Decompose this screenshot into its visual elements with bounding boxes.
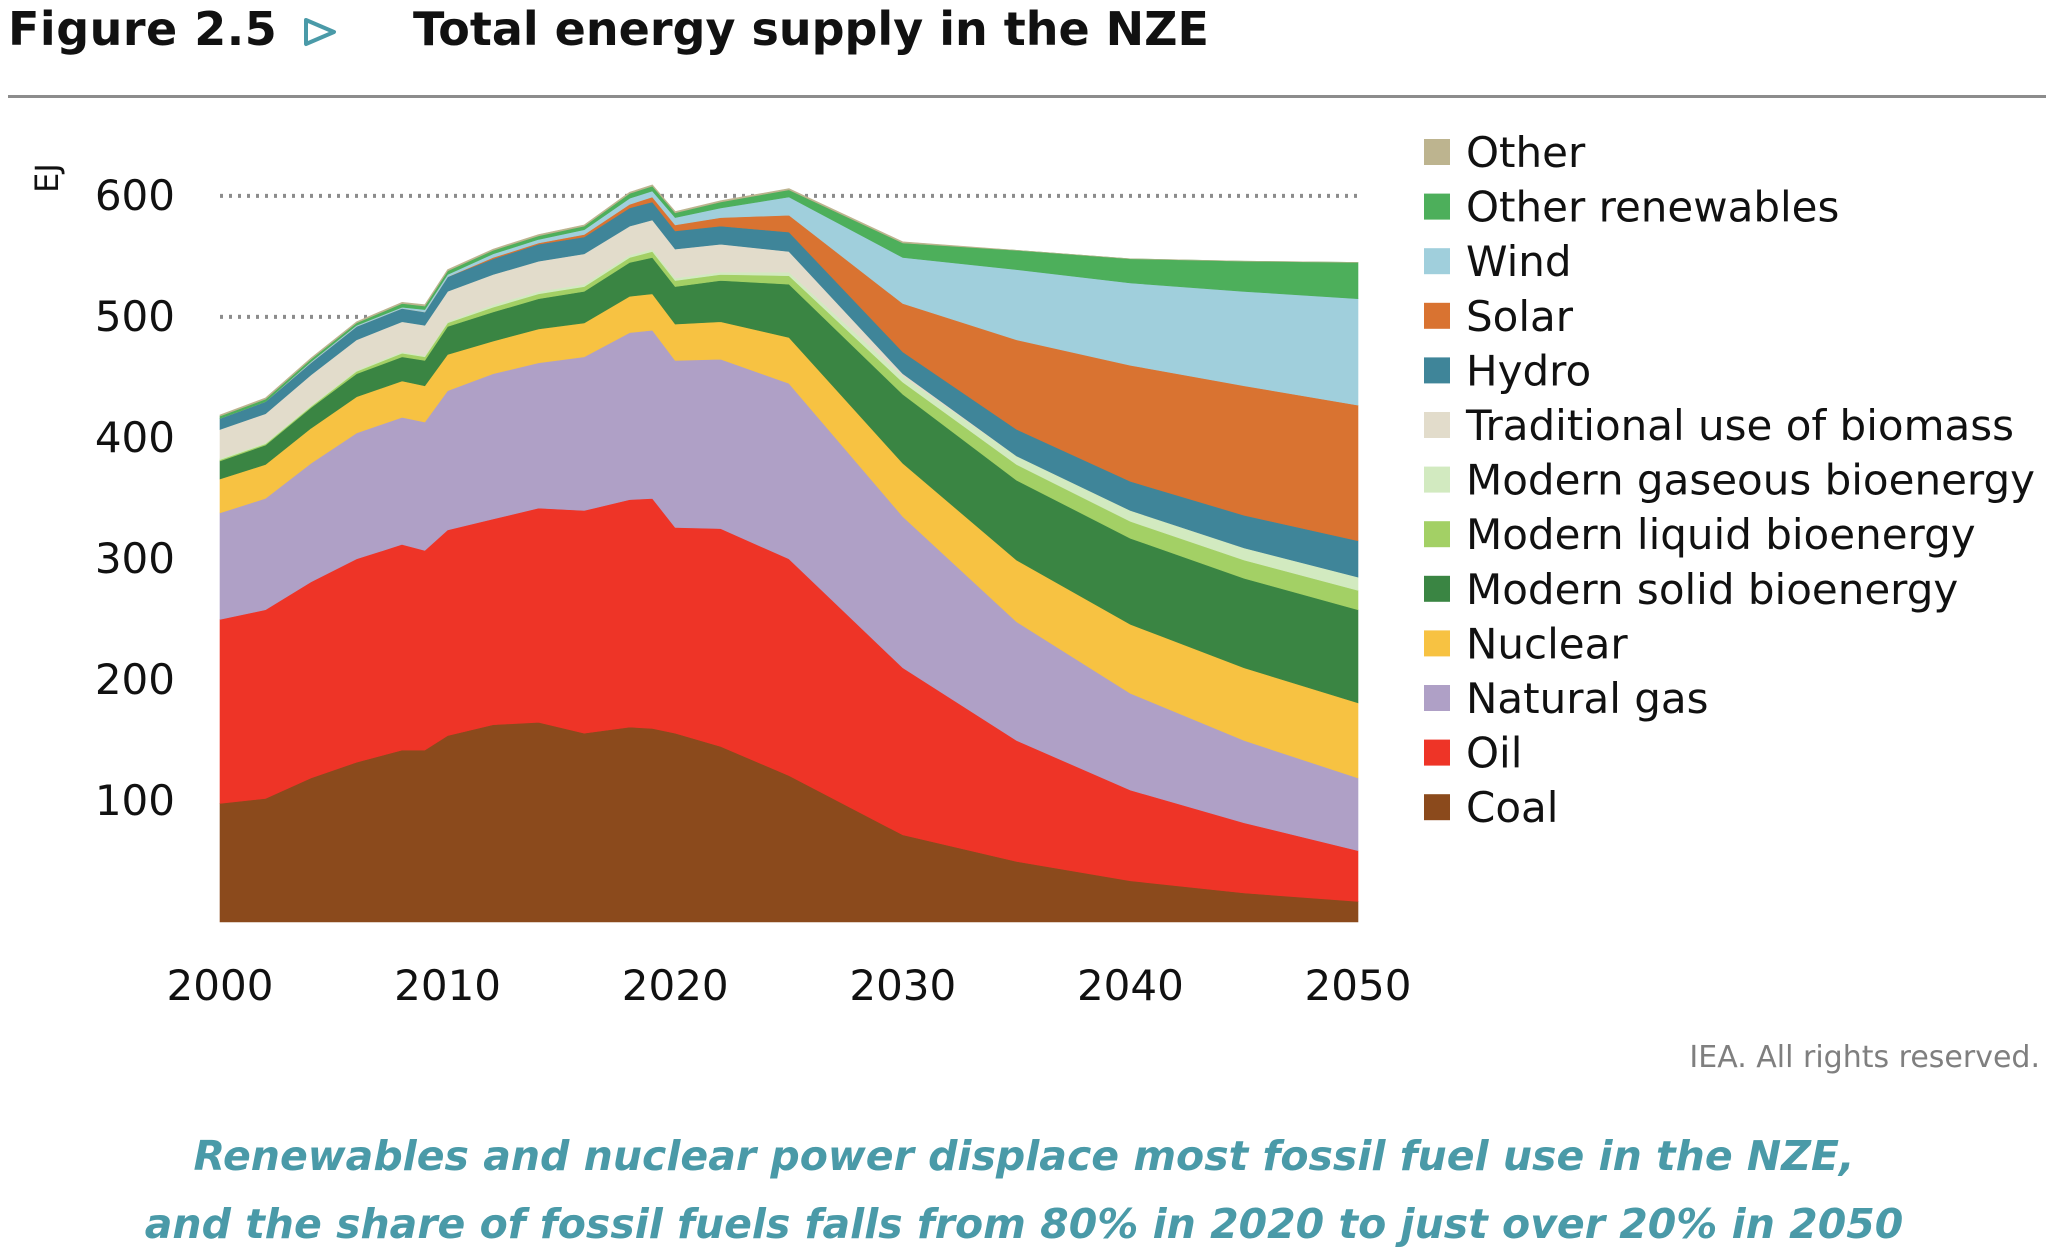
area-other bbox=[219, 184, 1359, 417]
legend-swatch bbox=[1424, 630, 1450, 657]
copyright-notice: IEA. All rights reserved. bbox=[1689, 1040, 2040, 1075]
legend-label: Traditional use of biomass bbox=[1465, 401, 2014, 450]
figure-header: Figure 2.5 Total energy supply in the NZ… bbox=[8, 0, 2048, 62]
x-tick-label: 2000 bbox=[167, 961, 274, 1010]
play-arrow-icon bbox=[304, 18, 336, 46]
x-tick-label: 2040 bbox=[1077, 961, 1184, 1010]
legend-label: Natural gas bbox=[1466, 674, 1709, 723]
y-tick-label: 500 bbox=[95, 292, 175, 341]
legend-label: Oil bbox=[1466, 729, 1522, 778]
x-tick-label: 2030 bbox=[849, 961, 956, 1010]
legend-swatch bbox=[1424, 302, 1450, 329]
legend-swatch bbox=[1424, 794, 1450, 821]
x-tick-label: 2050 bbox=[1305, 961, 1412, 1010]
legend-label: Nuclear bbox=[1466, 619, 1628, 668]
figure-label: Figure 2.5 bbox=[8, 2, 278, 56]
y-tick-label: 300 bbox=[95, 534, 175, 583]
legend-label: Modern gaseous bioenergy bbox=[1466, 456, 2035, 505]
y-tick-label: 100 bbox=[95, 776, 175, 825]
y-tick-label: 200 bbox=[95, 655, 175, 704]
y-tick-label: 600 bbox=[95, 171, 175, 220]
legend-swatch bbox=[1424, 739, 1450, 766]
header-divider bbox=[8, 95, 2046, 98]
energy-supply-chart: 100 200 300 400 500 600 EJ 2000 2010 2020 2030 2040… bbox=[28, 128, 2035, 1010]
legend-swatch bbox=[1424, 193, 1450, 220]
figure-title: Total energy supply in the NZE bbox=[413, 2, 1209, 56]
legend-swatch bbox=[1424, 139, 1450, 165]
legend-swatch bbox=[1424, 575, 1450, 602]
caption-line-1: Renewables and nuclear power displace mo… bbox=[193, 1132, 1855, 1180]
legend-label: Other renewables bbox=[1466, 183, 1839, 232]
legend-label: Hydro bbox=[1466, 346, 1591, 395]
legend-label: Modern solid bioenergy bbox=[1466, 565, 1958, 614]
legend-swatch bbox=[1424, 248, 1450, 275]
legend-swatch bbox=[1424, 685, 1450, 711]
x-tick-label: 2010 bbox=[394, 961, 501, 1010]
y-axis-label: EJ bbox=[28, 163, 66, 193]
legend-swatch bbox=[1424, 521, 1450, 548]
legend-swatch bbox=[1424, 466, 1450, 493]
legend-swatch bbox=[1424, 412, 1450, 438]
x-tick-label: 2020 bbox=[622, 961, 729, 1010]
legend-label: Wind bbox=[1466, 237, 1572, 286]
legend-label: Modern liquid bioenergy bbox=[1466, 510, 1976, 559]
caption-line-2: and the share of fossil fuels falls from… bbox=[144, 1200, 1904, 1248]
legend-label: Coal bbox=[1466, 783, 1558, 832]
legend-label: Other bbox=[1466, 128, 1586, 177]
legend-label: Solar bbox=[1466, 292, 1574, 341]
legend-swatch bbox=[1424, 357, 1450, 384]
y-tick-label: 400 bbox=[95, 413, 175, 462]
